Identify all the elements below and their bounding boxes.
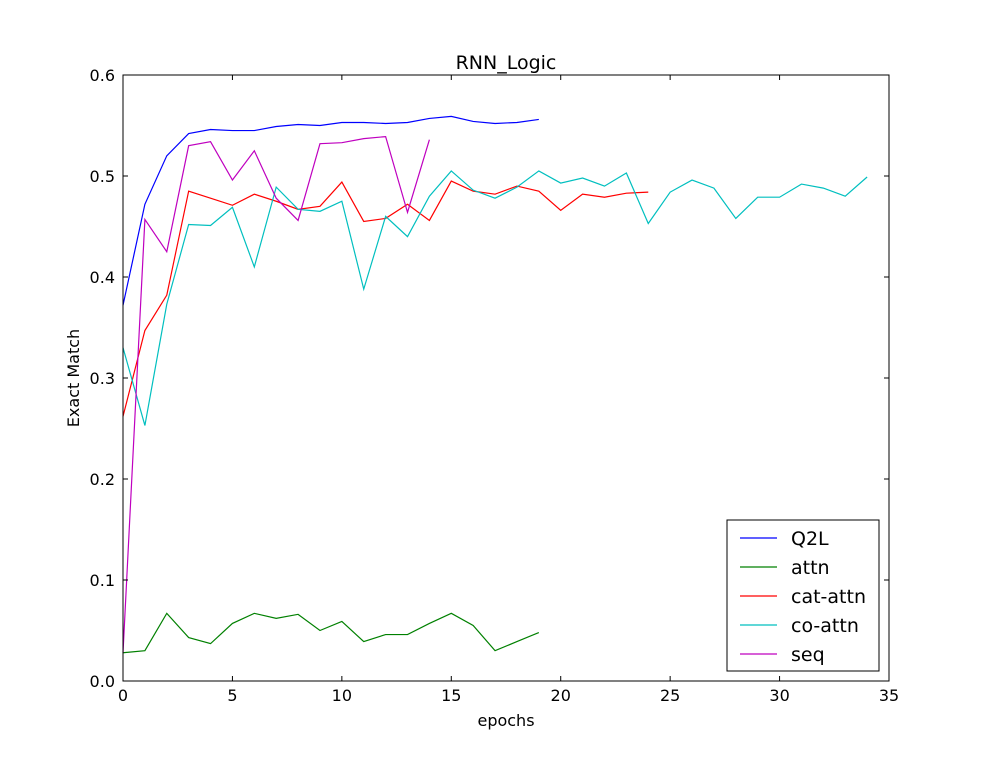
plot-area-frame: [122, 74, 890, 682]
x-tick-label: 30: [769, 686, 789, 705]
legend-label-attn: attn: [791, 557, 830, 579]
y-tick-label: 0.0: [90, 672, 115, 691]
x-tick-label: 35: [879, 686, 899, 705]
x-tick-label: 25: [660, 686, 680, 705]
ticks-layer: 0 5 10 15 20 25 30 35 0.0 0.1 0.2 0.3 0.4 0.5 0.6: [90, 66, 900, 705]
series-line-Q2L: [122, 115, 539, 306]
legend-label-Q2L: Q2L: [791, 528, 829, 550]
legend-label-cat-attn: cat-attn: [791, 586, 866, 608]
x-tick-label: 15: [441, 686, 461, 705]
y-axis-label: Exact Match: [64, 329, 83, 427]
y-tick-label: 0.2: [90, 470, 115, 489]
x-tick-label: 20: [551, 686, 571, 705]
series-line-co-attn: [122, 170, 868, 426]
y-tick-label: 0.1: [90, 571, 115, 590]
chart-title: RNN_Logic: [456, 52, 557, 74]
y-tick-label: 0.5: [90, 167, 115, 186]
x-axis-label: epochs: [477, 711, 534, 730]
legend-label-co-attn: co-attn: [791, 615, 859, 637]
y-tick-label: 0.3: [90, 369, 115, 388]
legend-label-seq: seq: [791, 644, 825, 666]
x-tick-label: 5: [227, 686, 237, 705]
y-tick-label: 0.4: [90, 268, 115, 287]
series-line-attn: [122, 612, 540, 654]
x-tick-label: 0: [118, 686, 128, 705]
y-tick-label: 0.6: [90, 66, 115, 85]
legend: Q2L attn cat-attn co-attn seq: [726, 519, 880, 672]
series-line-seq: [122, 135, 430, 653]
x-tick-label: 10: [332, 686, 352, 705]
series-layer: [122, 115, 868, 654]
